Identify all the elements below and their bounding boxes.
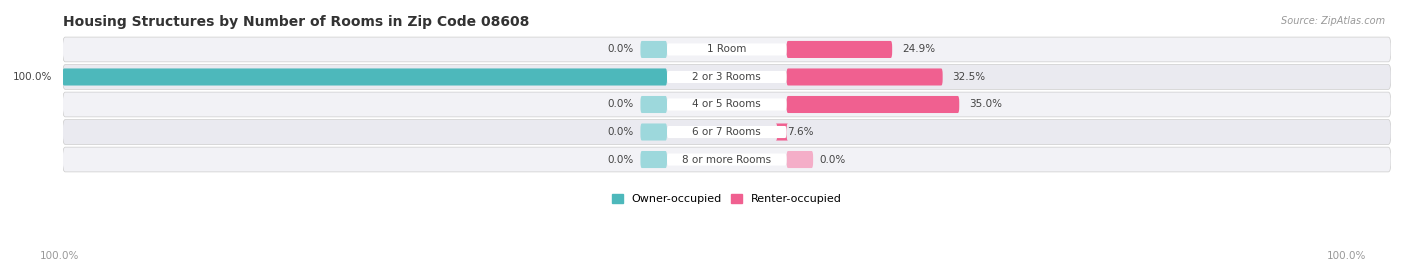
FancyBboxPatch shape <box>62 68 666 86</box>
FancyBboxPatch shape <box>786 151 813 168</box>
FancyBboxPatch shape <box>666 43 786 55</box>
FancyBboxPatch shape <box>640 96 666 113</box>
Text: 0.0%: 0.0% <box>607 44 634 54</box>
FancyBboxPatch shape <box>62 65 1391 89</box>
Text: 1 Room: 1 Room <box>707 44 747 54</box>
Text: 4 or 5 Rooms: 4 or 5 Rooms <box>692 100 761 109</box>
FancyBboxPatch shape <box>786 68 942 86</box>
Text: 8 or more Rooms: 8 or more Rooms <box>682 154 772 165</box>
FancyBboxPatch shape <box>786 96 959 113</box>
FancyBboxPatch shape <box>62 37 1391 62</box>
Text: 0.0%: 0.0% <box>607 127 634 137</box>
FancyBboxPatch shape <box>62 92 1391 117</box>
Text: 24.9%: 24.9% <box>903 44 935 54</box>
FancyBboxPatch shape <box>640 151 666 168</box>
FancyBboxPatch shape <box>666 126 786 138</box>
Text: 2 or 3 Rooms: 2 or 3 Rooms <box>692 72 761 82</box>
Text: 35.0%: 35.0% <box>969 100 1002 109</box>
Text: 0.0%: 0.0% <box>607 100 634 109</box>
Text: 32.5%: 32.5% <box>953 72 986 82</box>
FancyBboxPatch shape <box>666 98 786 111</box>
Legend: Owner-occupied, Renter-occupied: Owner-occupied, Renter-occupied <box>607 189 846 208</box>
Text: 0.0%: 0.0% <box>820 154 846 165</box>
Text: 100.0%: 100.0% <box>39 251 79 261</box>
Text: 100.0%: 100.0% <box>13 72 52 82</box>
FancyBboxPatch shape <box>666 71 786 83</box>
Text: 0.0%: 0.0% <box>607 154 634 165</box>
Text: 100.0%: 100.0% <box>1327 251 1367 261</box>
FancyBboxPatch shape <box>640 123 666 140</box>
Text: 7.6%: 7.6% <box>787 127 814 137</box>
FancyBboxPatch shape <box>640 41 666 58</box>
FancyBboxPatch shape <box>62 120 1391 144</box>
FancyBboxPatch shape <box>776 123 787 140</box>
Text: Source: ZipAtlas.com: Source: ZipAtlas.com <box>1281 16 1385 26</box>
FancyBboxPatch shape <box>62 147 1391 172</box>
Text: Housing Structures by Number of Rooms in Zip Code 08608: Housing Structures by Number of Rooms in… <box>62 15 529 29</box>
FancyBboxPatch shape <box>786 41 893 58</box>
FancyBboxPatch shape <box>666 154 786 166</box>
Text: 6 or 7 Rooms: 6 or 7 Rooms <box>692 127 761 137</box>
